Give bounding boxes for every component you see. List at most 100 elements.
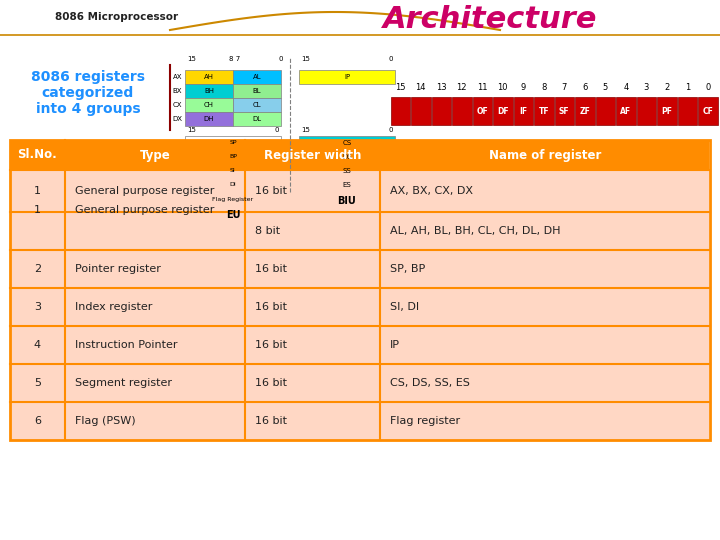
Text: 0: 0 [274,127,279,133]
Text: 8 7: 8 7 [230,56,240,62]
Text: 15: 15 [395,83,405,92]
Bar [10,140,710,440]
Text: 4: 4 [623,83,629,92]
Text: 0: 0 [389,56,393,62]
Bar [381,402,709,440]
Bar [66,250,244,288]
Text: IP: IP [344,74,350,80]
Text: EU: EU [226,210,240,220]
Text: SS: SS [343,168,351,174]
Text: 0: 0 [279,56,283,62]
Bar [185,178,281,192]
Bar [11,140,64,170]
Text: AH: AH [204,74,214,80]
Bar [246,250,379,288]
Text: 5: 5 [603,83,608,92]
Bar [636,97,656,125]
Bar [246,212,379,250]
Text: 8 bit: 8 bit [255,226,280,236]
Bar [185,70,233,84]
Text: SP, BP: SP, BP [390,264,426,274]
Text: 0: 0 [705,83,711,92]
Bar [513,97,533,125]
Text: 0: 0 [389,127,393,133]
Bar [299,178,395,192]
Bar [678,97,697,125]
Bar [185,112,233,126]
Text: CL: CL [253,102,261,108]
Text: BX: BX [173,88,182,94]
Bar [493,97,513,125]
Text: IF: IF [519,106,527,116]
Text: 1: 1 [34,186,41,196]
Bar [616,97,636,125]
Text: Flag Register: Flag Register [212,197,253,201]
Bar [185,98,233,112]
Text: 1: 1 [34,205,41,215]
Bar [185,164,281,178]
Bar [11,170,64,250]
Text: Flag (PSW): Flag (PSW) [75,416,135,426]
Text: TF: TF [539,106,549,116]
Text: 15: 15 [301,56,310,62]
Text: IP: IP [390,340,400,350]
Text: AL: AL [253,74,261,80]
Text: Type: Type [140,148,171,161]
Text: BIU: BIU [338,196,356,206]
Bar [554,97,574,125]
Bar [66,364,244,402]
Bar [299,150,395,164]
Text: 7: 7 [562,83,567,92]
Text: General purpose register: General purpose register [75,186,215,196]
Bar [66,402,244,440]
Text: 16 bit: 16 bit [255,378,287,388]
Text: SF: SF [559,106,570,116]
Text: ES: ES [343,182,351,188]
Bar [381,326,709,364]
Text: Register width: Register width [264,148,361,161]
Bar [698,97,718,125]
Bar [299,70,395,84]
Bar [11,250,64,288]
Text: 13: 13 [436,83,446,92]
Bar [595,97,615,125]
Bar [246,170,379,212]
Bar [66,170,244,250]
Text: 2: 2 [34,264,41,274]
Text: Sl.No.: Sl.No. [17,148,58,161]
Text: Instruction Pointer: Instruction Pointer [75,340,178,350]
Text: Flag register: Flag register [390,416,460,426]
Text: 16 bit: 16 bit [255,186,287,196]
Text: 9: 9 [521,83,526,92]
Bar [246,326,379,364]
Text: CS: CS [343,140,351,146]
Text: 11: 11 [477,83,487,92]
Text: 3: 3 [644,83,649,92]
Bar [185,192,281,206]
Bar [381,250,709,288]
Text: ZF: ZF [580,106,590,116]
Bar [11,326,64,364]
Text: 12: 12 [456,83,467,92]
Bar [381,288,709,326]
Text: BH: BH [204,88,214,94]
Text: Name of register: Name of register [489,148,601,161]
Text: Pointer register: Pointer register [75,264,161,274]
Text: PF: PF [661,106,672,116]
Text: CX: CX [173,102,182,108]
Text: 1: 1 [685,83,690,92]
Bar [472,97,492,125]
Bar [299,136,395,150]
Text: 4: 4 [34,340,41,350]
Text: DH: DH [204,116,215,122]
Bar [185,84,233,98]
Text: 8086 Microprocessor: 8086 Microprocessor [55,12,178,22]
Bar [185,150,281,164]
Text: 15: 15 [301,127,310,133]
Bar [233,112,281,126]
Bar [233,70,281,84]
Text: 5: 5 [34,378,41,388]
Bar [534,97,554,125]
Bar [233,98,281,112]
Bar [66,140,244,170]
